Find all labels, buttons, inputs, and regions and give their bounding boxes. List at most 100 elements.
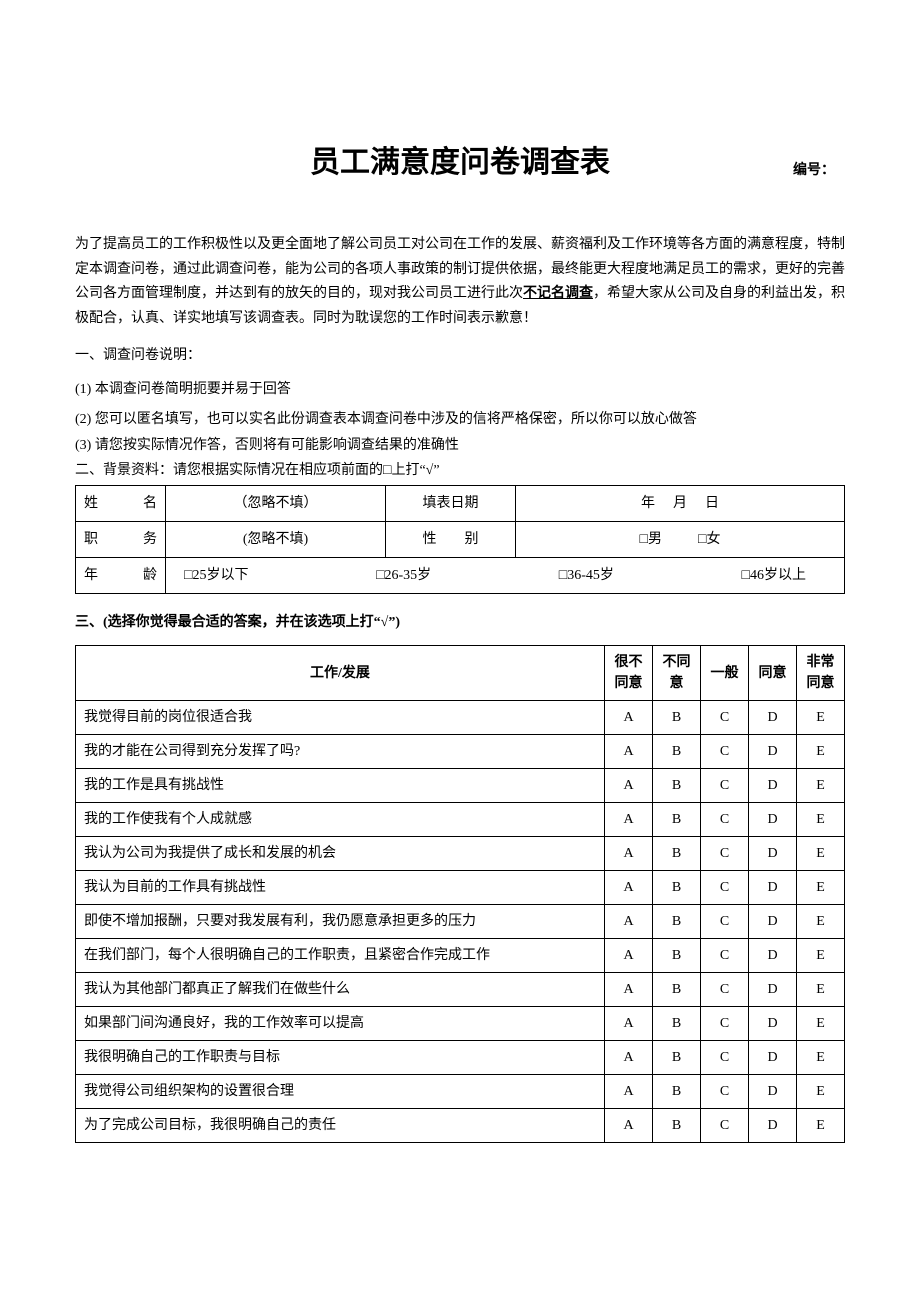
- survey-choice-b[interactable]: B: [653, 1041, 701, 1075]
- date-label: 填表日期: [386, 486, 516, 522]
- survey-choice-c[interactable]: C: [701, 769, 749, 803]
- survey-choice-c[interactable]: C: [701, 837, 749, 871]
- survey-choice-a[interactable]: A: [605, 769, 653, 803]
- survey-row: 我认为其他部门都真正了解我们在做些什么ABCDE: [76, 973, 845, 1007]
- survey-choice-d[interactable]: D: [749, 735, 797, 769]
- gender-label: 性 别: [386, 522, 516, 558]
- date-year: 年: [641, 493, 655, 514]
- survey-choice-a[interactable]: A: [605, 871, 653, 905]
- survey-choice-c[interactable]: C: [701, 1041, 749, 1075]
- survey-choice-e[interactable]: E: [797, 871, 845, 905]
- survey-header-opt-3: 一般: [701, 646, 749, 701]
- survey-question: 我认为其他部门都真正了解我们在做些什么: [76, 973, 605, 1007]
- survey-row: 如果部门间沟通良好，我的工作效率可以提高ABCDE: [76, 1007, 845, 1041]
- survey-header-topic: 工作/发展: [76, 646, 605, 701]
- survey-choice-d[interactable]: D: [749, 701, 797, 735]
- survey-choice-d[interactable]: D: [749, 837, 797, 871]
- survey-choice-b[interactable]: B: [653, 939, 701, 973]
- survey-choice-a[interactable]: A: [605, 1075, 653, 1109]
- survey-choice-e[interactable]: E: [797, 1041, 845, 1075]
- survey-choice-c[interactable]: C: [701, 905, 749, 939]
- survey-choice-c[interactable]: C: [701, 939, 749, 973]
- note-2: (2) 您可以匿名填写，也可以实名此份调查表本调查问卷中涉及的信将严格保密，所以…: [75, 408, 845, 432]
- age-opt-2[interactable]: □26-35岁: [376, 565, 431, 586]
- survey-choice-b[interactable]: B: [653, 871, 701, 905]
- survey-choice-d[interactable]: D: [749, 939, 797, 973]
- date-field[interactable]: 年 月 日: [516, 486, 845, 522]
- gender-field[interactable]: □男 □女: [516, 522, 845, 558]
- survey-choice-a[interactable]: A: [605, 973, 653, 1007]
- survey-choice-e[interactable]: E: [797, 1007, 845, 1041]
- survey-question: 我觉得目前的岗位很适合我: [76, 701, 605, 735]
- survey-choice-b[interactable]: B: [653, 837, 701, 871]
- survey-choice-b[interactable]: B: [653, 1109, 701, 1143]
- page-title: 员工满意度问卷调查表: [310, 140, 610, 185]
- gender-female-checkbox[interactable]: □女: [698, 529, 720, 550]
- survey-choice-c[interactable]: C: [701, 1075, 749, 1109]
- age-field[interactable]: □25岁以下 □26-35岁 □36-45岁 □46岁以上: [166, 558, 845, 594]
- survey-header-opt-4: 同意: [749, 646, 797, 701]
- survey-choice-e[interactable]: E: [797, 803, 845, 837]
- date-day: 日: [705, 493, 719, 514]
- survey-choice-a[interactable]: A: [605, 1041, 653, 1075]
- survey-choice-d[interactable]: D: [749, 1041, 797, 1075]
- survey-choice-c[interactable]: C: [701, 701, 749, 735]
- survey-choice-d[interactable]: D: [749, 871, 797, 905]
- name-field[interactable]: （忽略不填）: [166, 486, 386, 522]
- survey-choice-a[interactable]: A: [605, 939, 653, 973]
- survey-choice-d[interactable]: D: [749, 905, 797, 939]
- survey-choice-a[interactable]: A: [605, 905, 653, 939]
- survey-choice-d[interactable]: D: [749, 973, 797, 1007]
- survey-choice-e[interactable]: E: [797, 905, 845, 939]
- title-row: 员工满意度问卷调查表 编号：: [75, 140, 845, 185]
- survey-choice-e[interactable]: E: [797, 1075, 845, 1109]
- survey-choice-c[interactable]: C: [701, 973, 749, 1007]
- survey-choice-c[interactable]: C: [701, 735, 749, 769]
- survey-choice-b[interactable]: B: [653, 803, 701, 837]
- survey-choice-b[interactable]: B: [653, 905, 701, 939]
- survey-choice-b[interactable]: B: [653, 769, 701, 803]
- survey-choice-c[interactable]: C: [701, 803, 749, 837]
- survey-question: 我认为目前的工作具有挑战性: [76, 871, 605, 905]
- survey-choice-b[interactable]: B: [653, 973, 701, 1007]
- survey-choice-e[interactable]: E: [797, 939, 845, 973]
- survey-choice-a[interactable]: A: [605, 837, 653, 871]
- survey-choice-d[interactable]: D: [749, 1075, 797, 1109]
- survey-choice-b[interactable]: B: [653, 735, 701, 769]
- survey-choice-e[interactable]: E: [797, 837, 845, 871]
- survey-choice-a[interactable]: A: [605, 1109, 653, 1143]
- survey-header-opt-2: 不同意: [653, 646, 701, 701]
- survey-row: 为了完成公司目标，我很明确自己的责任ABCDE: [76, 1109, 845, 1143]
- survey-choice-e[interactable]: E: [797, 769, 845, 803]
- survey-choice-c[interactable]: C: [701, 871, 749, 905]
- position-label: 职 务: [76, 522, 166, 558]
- table-row: 姓 名 （忽略不填） 填表日期 年 月 日: [76, 486, 845, 522]
- position-field[interactable]: (忽略不填): [166, 522, 386, 558]
- survey-choice-e[interactable]: E: [797, 701, 845, 735]
- table-row: 年 龄 □25岁以下 □26-35岁 □36-45岁 □46岁以上: [76, 558, 845, 594]
- survey-choice-e[interactable]: E: [797, 735, 845, 769]
- survey-choice-c[interactable]: C: [701, 1007, 749, 1041]
- gender-male-checkbox[interactable]: □男: [640, 529, 662, 550]
- survey-choice-a[interactable]: A: [605, 701, 653, 735]
- survey-choice-d[interactable]: D: [749, 803, 797, 837]
- survey-choice-b[interactable]: B: [653, 701, 701, 735]
- survey-choice-d[interactable]: D: [749, 1109, 797, 1143]
- survey-choice-e[interactable]: E: [797, 1109, 845, 1143]
- survey-choice-a[interactable]: A: [605, 735, 653, 769]
- age-opt-1[interactable]: □25岁以下: [184, 565, 248, 586]
- survey-choice-c[interactable]: C: [701, 1109, 749, 1143]
- survey-choice-e[interactable]: E: [797, 973, 845, 1007]
- age-opt-4[interactable]: □46岁以上: [742, 565, 806, 586]
- survey-choice-d[interactable]: D: [749, 769, 797, 803]
- age-label: 年 龄: [76, 558, 166, 594]
- survey-choice-d[interactable]: D: [749, 1007, 797, 1041]
- name-label: 姓 名: [76, 486, 166, 522]
- survey-choice-b[interactable]: B: [653, 1007, 701, 1041]
- survey-choice-b[interactable]: B: [653, 1075, 701, 1109]
- survey-choice-a[interactable]: A: [605, 803, 653, 837]
- age-opt-3[interactable]: □36-45岁: [559, 565, 614, 586]
- survey-choice-a[interactable]: A: [605, 1007, 653, 1041]
- survey-question: 我的才能在公司得到充分发挥了吗?: [76, 735, 605, 769]
- survey-row: 即使不增加报酬，只要对我发展有利，我仍愿意承担更多的压力ABCDE: [76, 905, 845, 939]
